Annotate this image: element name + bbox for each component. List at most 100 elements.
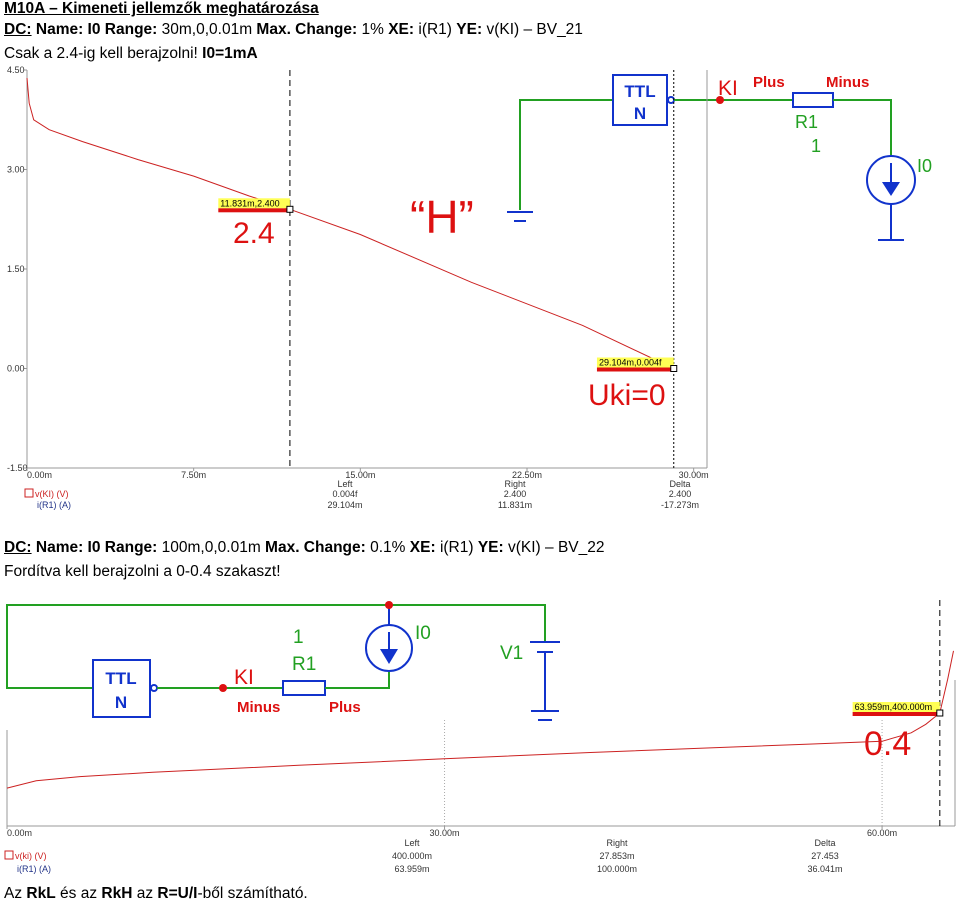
- wire: [6, 604, 546, 689]
- cursor-label-bg: [596, 357, 674, 368]
- readout-header: Right: [504, 479, 526, 489]
- text: R=U/I: [157, 885, 198, 902]
- legend-entry: v(KI) (V): [35, 489, 69, 499]
- readout-value: 2.400: [669, 489, 692, 499]
- drawing: TTL N KI Plus Minus R1 1 I0 TTL N KI Min…: [4, 65, 956, 874]
- text: az: [136, 885, 154, 902]
- label: N: [634, 104, 646, 123]
- wire: [325, 672, 390, 689]
- node: [385, 601, 393, 609]
- text: i(R1): [439, 539, 474, 556]
- text: DC:: [4, 539, 32, 556]
- readout-value: 0.004f: [332, 489, 358, 499]
- label: N: [115, 693, 127, 712]
- wire: [833, 99, 892, 155]
- y-tick-label: -1.50: [7, 463, 28, 473]
- x-tick-label: 7.50m: [181, 470, 206, 480]
- text: Name: I0 Range:: [35, 539, 158, 556]
- cursor-marker: [286, 205, 294, 213]
- readout-value: 2.400: [504, 489, 527, 499]
- readout-header: Delta: [669, 479, 690, 489]
- node: [716, 96, 724, 104]
- readout-value: 27.853m: [599, 851, 634, 861]
- x-tick-label: 0.00m: [7, 828, 32, 838]
- readout-value: 29.104m: [327, 500, 362, 510]
- arrow: [380, 649, 398, 664]
- readout-value: 36.041m: [807, 864, 842, 874]
- label: I0: [415, 623, 431, 644]
- text: I0=1mA: [202, 45, 258, 62]
- label: TTL: [624, 82, 655, 101]
- text: és az: [60, 885, 98, 902]
- readout-header: Left: [404, 838, 420, 848]
- text: YE:: [456, 21, 483, 38]
- label: 1: [811, 136, 821, 156]
- text: Csak a 2.4-ig kell berajzolni!: [4, 45, 198, 62]
- text: XE:: [409, 539, 436, 556]
- settings-line: DC: Name: I0 Range: 30m,0,0.01m Max. Cha…: [4, 21, 583, 39]
- text: i(R1): [418, 21, 452, 38]
- cursor-marker: [936, 709, 944, 717]
- text: Name: I0 Range:: [35, 21, 158, 38]
- annotation: “H”: [410, 191, 474, 243]
- label: TTL: [105, 669, 136, 688]
- legend-icon: [4, 850, 14, 860]
- label: Minus: [237, 699, 280, 716]
- text: 30m,0,0.01m: [161, 21, 253, 38]
- text: v(KI) – BV_21: [486, 21, 583, 38]
- text: v(KI) – BV_22: [508, 539, 605, 556]
- label: I0: [917, 156, 932, 176]
- curve: [26, 77, 675, 369]
- label: R1: [292, 654, 316, 675]
- label: V1: [500, 643, 523, 664]
- wire: [519, 99, 613, 210]
- label: Plus: [329, 699, 361, 716]
- cursor-label-bar: [596, 367, 674, 372]
- note: Csak a 2.4-ig kell berajzolni! I0=1mA: [4, 45, 258, 63]
- readout-value: 63.959m: [394, 864, 429, 874]
- text: DC:: [4, 21, 32, 38]
- text: 0.1%: [370, 539, 406, 556]
- readout-header: Left: [337, 479, 353, 489]
- readout-value: 400.000m: [392, 851, 432, 861]
- x-tick-label: 60.00m: [867, 828, 897, 838]
- y-tick-label: 0.00: [7, 364, 25, 374]
- gate: [92, 659, 151, 718]
- footer: Az RkL és az RkH az R=U/I-ből számítható…: [4, 885, 308, 903]
- title: M10A – Kimeneti jellemzők meghatározása: [4, 0, 319, 17]
- text: RkL: [26, 885, 56, 902]
- label: KI: [718, 77, 738, 100]
- label: R1: [795, 112, 818, 132]
- text: 1%: [361, 21, 384, 38]
- cursor-label: 11.831m,2.400: [220, 198, 279, 208]
- cursor-label: 63.959m,400.000m: [855, 702, 933, 712]
- readout-value: 11.831m: [498, 500, 532, 510]
- readout-value: 27.453: [811, 851, 839, 861]
- x-tick-label: 0.00m: [27, 470, 52, 480]
- readout-header: Right: [606, 838, 628, 848]
- note: Fordítva kell berajzolni a 0-0.4 szakasz…: [4, 563, 281, 580]
- resistor: [792, 92, 834, 108]
- schematic: TTL N KI Plus Minus R1 1 I0: [507, 74, 932, 241]
- x-tick-label: 30.00m: [679, 470, 709, 480]
- text: XE:: [388, 21, 415, 38]
- inverter: [150, 684, 158, 692]
- readout-header: Delta: [814, 838, 835, 848]
- y-tick-label: 4.50: [7, 65, 25, 75]
- cursor-marker: [670, 365, 678, 372]
- text: -ből számítható.: [197, 885, 308, 902]
- label: Minus: [826, 74, 869, 91]
- settings-line: DC: Name: I0 Range: 100m,0,0.01m Max. Ch…: [4, 539, 605, 557]
- cursor-label-bar: [218, 208, 290, 213]
- annotation: Uki=0: [588, 379, 666, 412]
- schematic: TTL N KI Minus Plus 1 R1 I0 V1: [6, 601, 560, 721]
- curve: [6, 650, 954, 789]
- text: 100m,0,0.01m: [161, 539, 261, 556]
- y-tick-label: 3.00: [7, 165, 25, 175]
- label: Plus: [753, 74, 785, 91]
- cursor-label: 29.104m,0.004f: [599, 358, 662, 368]
- text: Max. Change:: [256, 21, 358, 38]
- text: Az: [4, 885, 23, 902]
